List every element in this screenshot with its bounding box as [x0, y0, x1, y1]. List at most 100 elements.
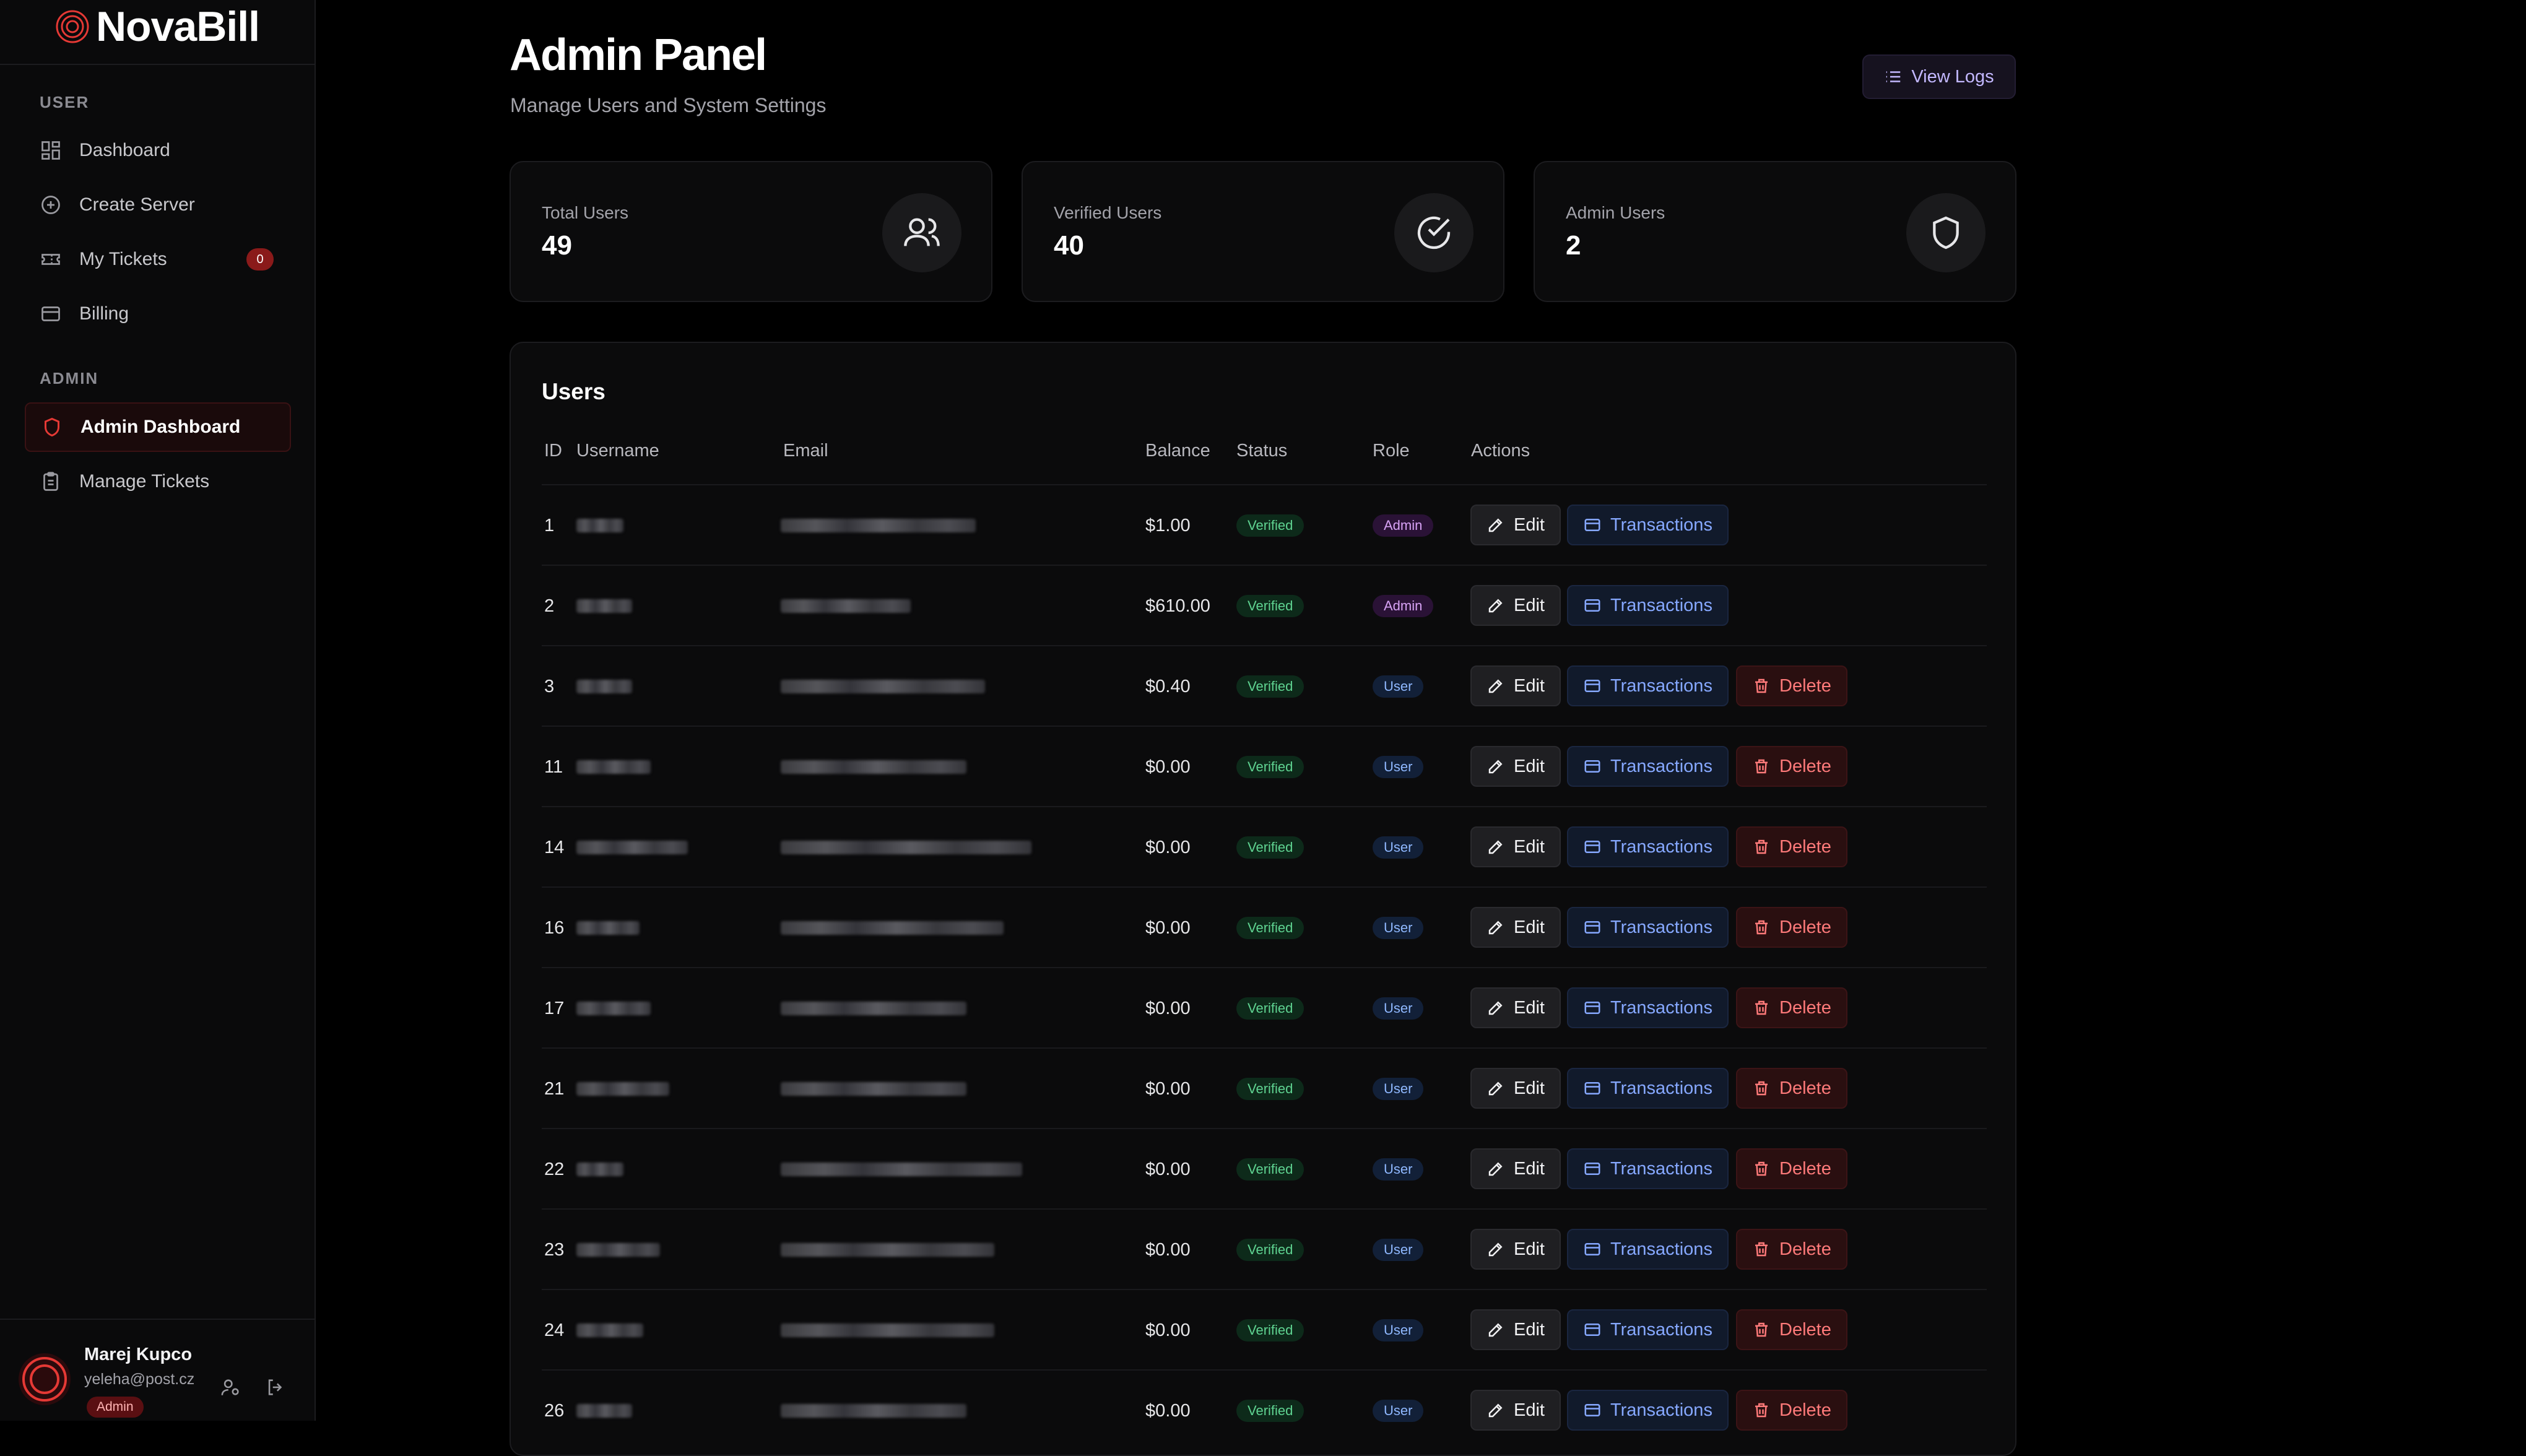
- logout-icon[interactable]: [265, 1377, 286, 1398]
- transactions-button[interactable]: Transactions: [1567, 585, 1729, 626]
- avatar[interactable]: [17, 1352, 72, 1406]
- cell-id: 21: [544, 1078, 565, 1099]
- credit-card-icon: [1584, 921, 1600, 934]
- delete-label: Delete: [1779, 675, 1831, 696]
- transactions-button[interactable]: Transactions: [1567, 987, 1729, 1028]
- delete-label: Delete: [1779, 917, 1831, 937]
- edit-button[interactable]: Edit: [1470, 746, 1561, 787]
- cell-status: Verified: [1236, 727, 1304, 807]
- stat-label: Total Users: [542, 203, 629, 222]
- transactions-button[interactable]: Transactions: [1567, 907, 1729, 948]
- delete-button[interactable]: Delete: [1736, 665, 1847, 706]
- edit-button[interactable]: Edit: [1470, 1309, 1561, 1350]
- cell-email: [781, 968, 966, 1049]
- edit-button[interactable]: Edit: [1470, 1068, 1561, 1109]
- transactions-button[interactable]: Transactions: [1567, 1390, 1729, 1431]
- cell-role: User: [1373, 807, 1424, 888]
- edit-button[interactable]: Edit: [1470, 1148, 1561, 1189]
- cell-balance: $0.40: [1145, 676, 1191, 696]
- redacted-username: [576, 921, 640, 935]
- edit-label: Edit: [1514, 675, 1545, 696]
- trash-icon: [1755, 1322, 1768, 1337]
- delete-button[interactable]: Delete: [1736, 1148, 1847, 1189]
- status-badge: Verified: [1236, 1319, 1304, 1341]
- transactions-label: Transactions: [1610, 595, 1712, 615]
- edit-button[interactable]: Edit: [1470, 1390, 1561, 1431]
- transactions-button[interactable]: Transactions: [1567, 1229, 1729, 1270]
- cell-email: [781, 727, 966, 807]
- edit-button[interactable]: Edit: [1470, 907, 1561, 948]
- edit-button[interactable]: Edit: [1470, 1229, 1561, 1270]
- status-badge: Verified: [1236, 836, 1304, 859]
- cell-role: Admin: [1373, 485, 1434, 566]
- edit-label: Edit: [1514, 836, 1545, 857]
- role-badge: User: [1373, 1400, 1424, 1422]
- trash-icon: [1755, 1242, 1768, 1257]
- trash-icon: [1755, 759, 1768, 774]
- delete-button[interactable]: Delete: [1736, 1309, 1847, 1350]
- user-settings-icon[interactable]: [220, 1377, 241, 1398]
- cell-status: Verified: [1236, 646, 1304, 727]
- delete-button[interactable]: Delete: [1736, 1390, 1847, 1431]
- cell-role: User: [1373, 1371, 1424, 1451]
- sidebar-item-dashboard[interactable]: Dashboard: [25, 126, 291, 175]
- brand[interactable]: NovaBill: [0, 0, 315, 65]
- sidebar-item-manage-tickets[interactable]: Manage Tickets: [25, 457, 291, 506]
- cell-id: 17: [544, 998, 565, 1018]
- transactions-button[interactable]: Transactions: [1567, 826, 1729, 867]
- edit-button[interactable]: Edit: [1470, 987, 1561, 1028]
- edit-button[interactable]: Edit: [1470, 505, 1561, 545]
- transactions-button[interactable]: Transactions: [1567, 746, 1729, 787]
- delete-button[interactable]: Delete: [1736, 746, 1847, 787]
- view-logs-button[interactable]: View Logs: [1862, 54, 2016, 99]
- transactions-button[interactable]: Transactions: [1567, 1309, 1729, 1350]
- transactions-button[interactable]: Transactions: [1567, 1148, 1729, 1189]
- status-badge: Verified: [1236, 756, 1304, 778]
- cell-id: 23: [544, 1239, 565, 1260]
- cell-id: 14: [544, 837, 565, 857]
- transactions-button[interactable]: Transactions: [1567, 665, 1729, 706]
- edit-label: Edit: [1514, 1158, 1545, 1179]
- edit-button[interactable]: Edit: [1470, 585, 1561, 626]
- page-title: Admin Panel: [510, 30, 767, 80]
- delete-button[interactable]: Delete: [1736, 987, 1847, 1028]
- status-badge: Verified: [1236, 595, 1304, 617]
- sidebar-item-billing[interactable]: Billing: [25, 289, 291, 339]
- cell-username: [576, 1290, 643, 1371]
- delete-button[interactable]: Delete: [1736, 1068, 1847, 1109]
- cell-id: 26: [544, 1400, 565, 1421]
- redacted-email: [781, 599, 911, 613]
- column-header-email: Email: [783, 441, 828, 461]
- delete-button[interactable]: Delete: [1736, 907, 1847, 948]
- sidebar-item-my-tickets[interactable]: My Tickets 0: [25, 235, 291, 284]
- cell-status: Verified: [1236, 485, 1304, 566]
- current-user-panel: Marej Kupco yeleha@post.cz Admin: [0, 1319, 315, 1421]
- transactions-button[interactable]: Transactions: [1567, 505, 1729, 545]
- edit-button[interactable]: Edit: [1470, 826, 1561, 867]
- cell-email: [781, 1049, 966, 1129]
- sidebar-item-label: Billing: [79, 303, 129, 324]
- redacted-username: [576, 1404, 632, 1418]
- delete-button[interactable]: Delete: [1736, 1229, 1847, 1270]
- sidebar-item-create-server[interactable]: Create Server: [25, 180, 291, 230]
- cell-id: 22: [544, 1159, 565, 1179]
- transactions-button[interactable]: Transactions: [1567, 1068, 1729, 1109]
- cell-username: [576, 968, 651, 1049]
- edit-icon: [1488, 840, 1503, 854]
- column-header-balance: Balance: [1145, 441, 1210, 461]
- cell-username: [576, 485, 623, 566]
- edit-label: Edit: [1514, 917, 1545, 937]
- cell-email: [781, 1371, 966, 1451]
- sidebar-item-admin-dashboard[interactable]: Admin Dashboard: [25, 402, 291, 452]
- credit-card-icon: [1584, 1082, 1600, 1094]
- table-row: 14 $0.00 Verified User Edit Transactions Delet…: [542, 806, 1987, 888]
- logo-icon: [56, 10, 89, 43]
- redacted-email: [781, 1243, 994, 1257]
- cell-role: User: [1373, 1290, 1424, 1371]
- cell-username: [576, 646, 632, 727]
- transactions-label: Transactions: [1610, 514, 1712, 535]
- redacted-username: [576, 841, 688, 854]
- transactions-label: Transactions: [1610, 1239, 1712, 1259]
- edit-button[interactable]: Edit: [1470, 665, 1561, 706]
- delete-button[interactable]: Delete: [1736, 826, 1847, 867]
